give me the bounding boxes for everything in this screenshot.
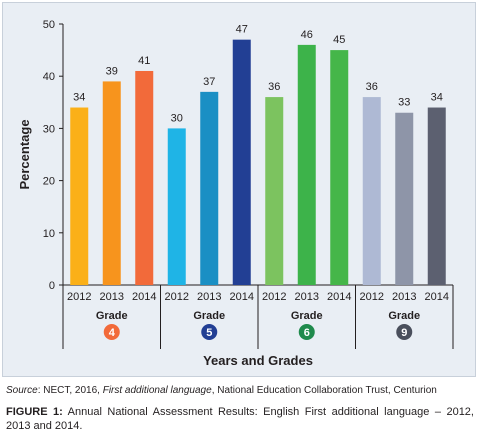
y-tick-label: 0 — [49, 280, 55, 292]
grade-word: Grade — [291, 310, 323, 322]
bar-chart: 0 10 20 30 40 50 Percentage 34 2012 39 2013 41 2014 G… — [17, 19, 454, 368]
y-tick-label: 50 — [43, 19, 55, 31]
grade-word: Grade — [388, 310, 420, 322]
data-label: 46 — [301, 29, 313, 41]
x-tick-label: 2012 — [360, 291, 384, 303]
bar — [70, 107, 89, 286]
source-text-before: : NECT, 2016, — [37, 385, 103, 396]
data-label: 34 — [431, 92, 443, 104]
y-tick-label: 10 — [43, 228, 55, 240]
data-label: 36 — [366, 81, 378, 93]
bar — [427, 107, 446, 286]
bar — [135, 70, 154, 285]
x-tick-label: 2014 — [425, 291, 449, 303]
x-tick-label: 2014 — [132, 291, 156, 303]
source-label: Source — [6, 385, 38, 396]
x-tick-label: 2013 — [392, 291, 416, 303]
y-axis-title: Percentage — [17, 119, 32, 189]
source-text-after: , National Education Collaboration Trust… — [211, 385, 437, 396]
grade-word: Grade — [96, 310, 128, 322]
figure-source: Source: NECT, 2016, First additional lan… — [6, 385, 474, 397]
bar — [330, 50, 349, 285]
data-label: 37 — [203, 76, 215, 88]
bar — [362, 97, 381, 285]
data-label: 36 — [268, 81, 280, 93]
data-label: 45 — [333, 34, 345, 46]
grade-number: 9 — [401, 327, 407, 339]
data-label: 47 — [236, 24, 248, 36]
figure-caption: FIGURE 1: Annual National Assessment Res… — [6, 405, 474, 433]
x-tick-label: 2012 — [67, 291, 91, 303]
x-tick-label: 2012 — [165, 291, 189, 303]
grade-badge — [298, 324, 315, 340]
x-tick-label: 2013 — [100, 291, 124, 303]
x-tick-label: 2014 — [327, 291, 351, 303]
bar — [200, 91, 219, 285]
x-axis-title: Years and Grades — [203, 353, 313, 368]
y-tick-label: 30 — [43, 123, 55, 135]
x-tick-label: 2014 — [230, 291, 254, 303]
data-label: 39 — [106, 65, 118, 77]
grade-number: 4 — [109, 327, 116, 339]
grade-word: Grade — [193, 310, 225, 322]
caption-label: FIGURE 1: — [6, 406, 63, 418]
caption-text: Annual National Assessment Results: Engl… — [6, 406, 474, 432]
y-tick-label: 20 — [43, 176, 55, 188]
data-label: 34 — [73, 92, 85, 104]
y-tick-label: 40 — [43, 71, 55, 83]
grade-number: 5 — [206, 327, 212, 339]
x-tick-label: 2012 — [262, 291, 286, 303]
data-label: 41 — [138, 55, 150, 67]
bar — [395, 112, 414, 286]
chart-panel: 0 10 20 30 40 50 Percentage 34 2012 39 2013 41 2014 G… — [2, 2, 476, 377]
source-title: First additional language — [102, 385, 212, 396]
bar — [297, 44, 316, 285]
grade-badge — [201, 324, 218, 340]
bar — [102, 81, 121, 285]
bar — [167, 128, 186, 285]
x-tick-label: 2013 — [197, 291, 221, 303]
bar — [265, 97, 284, 285]
data-label: 30 — [171, 112, 183, 124]
x-tick-label: 2013 — [295, 291, 319, 303]
grade-badge — [396, 324, 413, 340]
grade-badge — [103, 324, 120, 340]
bar — [232, 39, 251, 285]
data-label: 33 — [398, 97, 410, 109]
grade-number: 6 — [304, 327, 310, 339]
